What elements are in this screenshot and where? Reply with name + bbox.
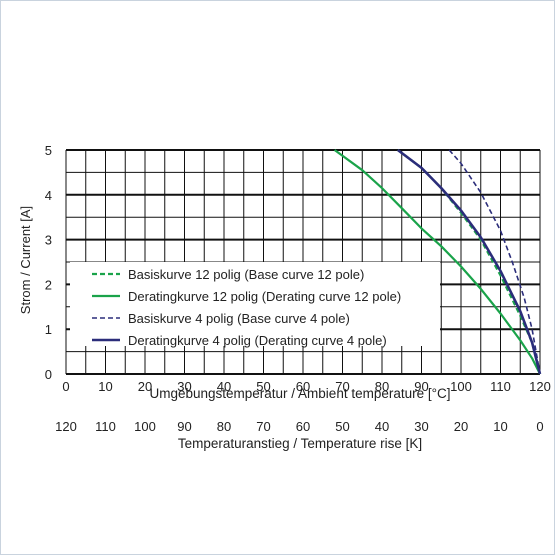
secondary-x-tick-label: 70 bbox=[256, 419, 270, 434]
y-axis-title: Strom / Current [A] bbox=[18, 206, 33, 314]
y-tick-label: 5 bbox=[45, 143, 52, 158]
legend-entry: Basiskurve 4 polig (Base curve 4 pole) bbox=[92, 311, 350, 326]
legend-label: Basiskurve 12 polig (Base curve 12 pole) bbox=[128, 267, 364, 282]
y-tick-label: 1 bbox=[45, 322, 52, 337]
legend: Basiskurve 12 polig (Base curve 12 pole)… bbox=[70, 262, 440, 348]
secondary-x-tick-label: 20 bbox=[454, 419, 468, 434]
secondary-x-tick-label: 50 bbox=[335, 419, 349, 434]
x-axis-title: Umgebungstemperatur / Ambient temperatur… bbox=[149, 386, 450, 401]
secondary-x-tick-label: 30 bbox=[414, 419, 428, 434]
x-tick-label: 60 bbox=[296, 379, 310, 394]
legend-entry: Deratingkurve 12 polig (Derating curve 1… bbox=[92, 289, 401, 304]
x-tick-label: 10 bbox=[98, 379, 112, 394]
legend-label: Deratingkurve 4 polig (Derating curve 4 … bbox=[128, 333, 387, 348]
x-tick-label: 70 bbox=[335, 379, 349, 394]
secondary-x-axis-title: Temperaturanstieg / Temperature rise [K] bbox=[178, 436, 422, 451]
x-tick-label: 40 bbox=[217, 379, 231, 394]
legend-label: Deratingkurve 12 polig (Derating curve 1… bbox=[128, 289, 401, 304]
legend-box bbox=[70, 262, 440, 346]
x-tick-label: 120 bbox=[529, 379, 551, 394]
y-tick-label: 0 bbox=[45, 367, 52, 382]
x-tick-label: 90 bbox=[414, 379, 428, 394]
secondary-x-tick-label: 110 bbox=[95, 419, 116, 434]
x-tick-label: 0 bbox=[62, 379, 69, 394]
secondary-x-tick-label: 100 bbox=[134, 419, 156, 434]
x-tick-label: 50 bbox=[256, 379, 270, 394]
secondary-x-tick-label: 80 bbox=[217, 419, 231, 434]
legend-label: Basiskurve 4 polig (Base curve 4 pole) bbox=[128, 311, 350, 326]
series-line bbox=[397, 148, 542, 375]
legend-entry: Deratingkurve 4 polig (Derating curve 4 … bbox=[92, 333, 387, 348]
x-tick-label: 100 bbox=[450, 379, 472, 394]
secondary-x-tick-label: 120 bbox=[55, 419, 77, 434]
series-line bbox=[448, 149, 541, 375]
series-line bbox=[333, 149, 541, 375]
y-tick-label: 2 bbox=[45, 277, 52, 292]
secondary-x-tick-label: 60 bbox=[296, 419, 310, 434]
secondary-x-tick-label: 0 bbox=[536, 419, 543, 434]
x-tick-label: 20 bbox=[138, 379, 152, 394]
curves bbox=[333, 148, 542, 375]
x-tick-label: 80 bbox=[375, 379, 389, 394]
x-tick-label: 110 bbox=[490, 379, 511, 394]
secondary-x-tick-label: 40 bbox=[375, 419, 389, 434]
secondary-x-tick-label: 10 bbox=[493, 419, 507, 434]
x-tick-label: 30 bbox=[177, 379, 191, 394]
secondary-x-tick-label: 90 bbox=[177, 419, 191, 434]
legend-entry: Basiskurve 12 polig (Base curve 12 pole) bbox=[92, 267, 364, 282]
y-tick-label: 3 bbox=[45, 233, 52, 248]
y-tick-label: 4 bbox=[45, 188, 52, 203]
